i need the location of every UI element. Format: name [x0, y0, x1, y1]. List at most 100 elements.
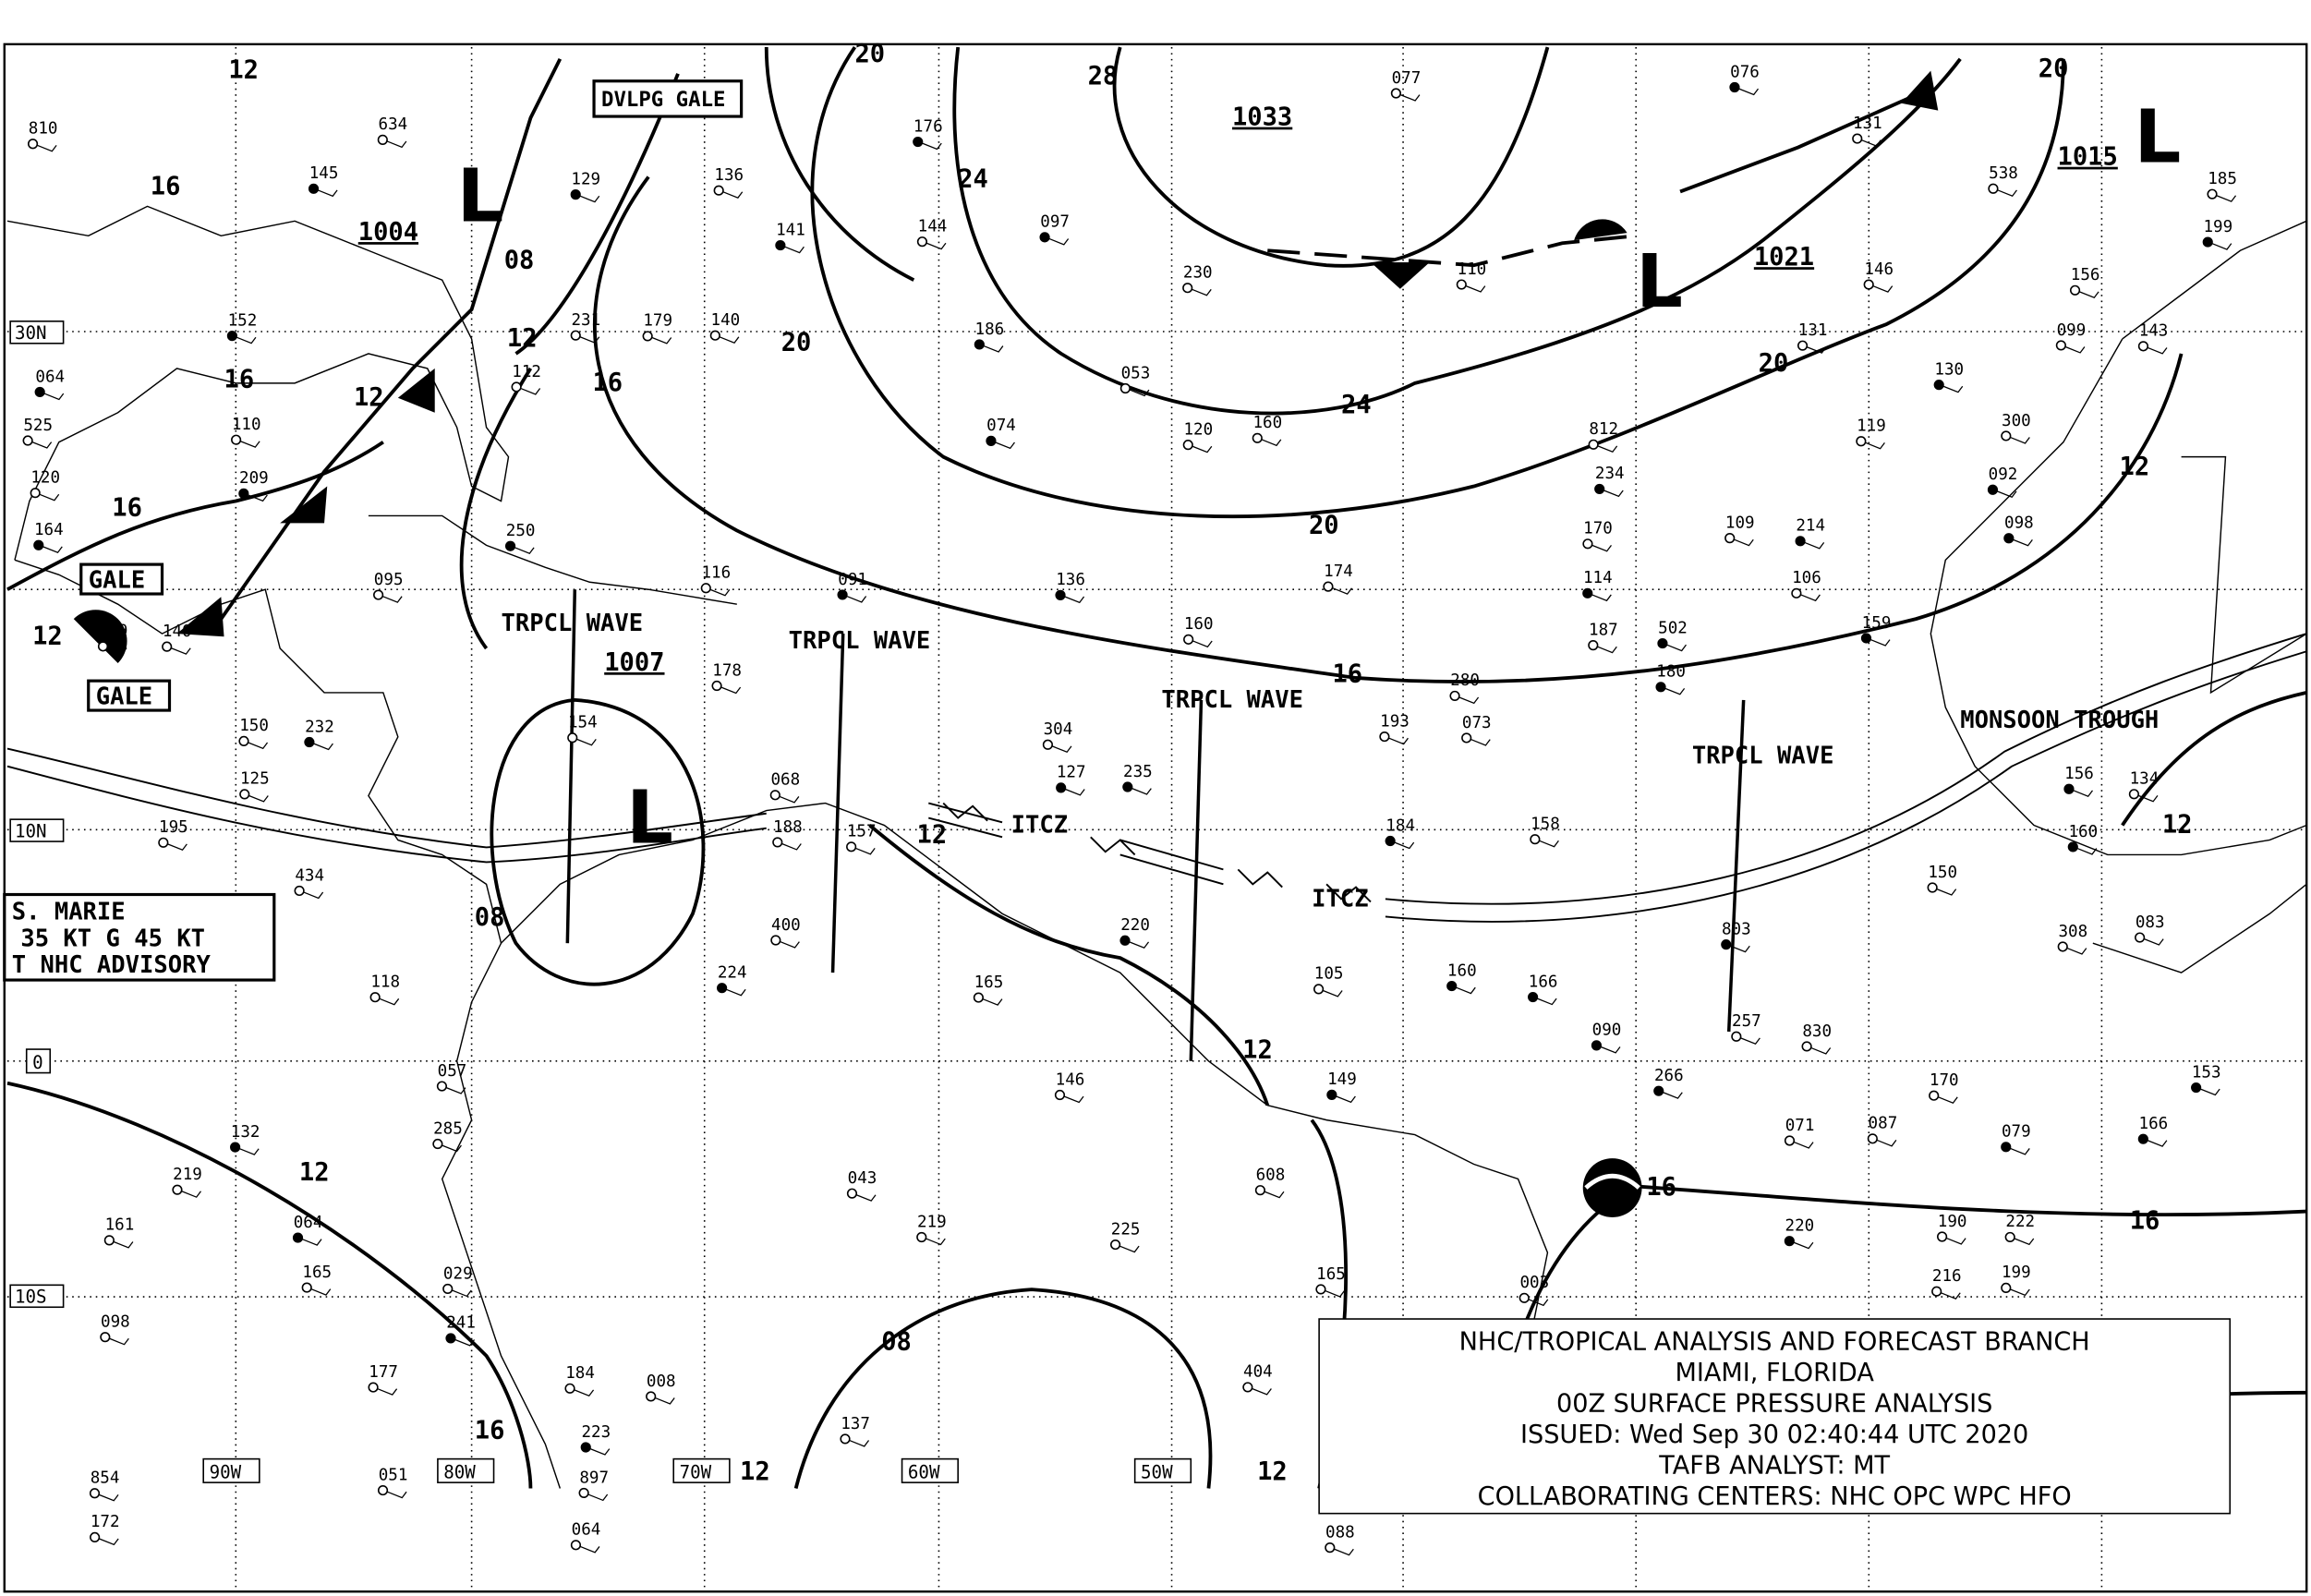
wind-barb-icon [1539, 840, 1559, 848]
isobar-label: 16 [592, 369, 623, 397]
station-plot: 156 [2063, 765, 2094, 797]
station-circle-icon [1449, 690, 1460, 701]
station-circle-icon [294, 885, 305, 897]
isobar-label: 12 [917, 821, 948, 850]
isobar-label: 20 [2039, 54, 2069, 83]
wind-barb-icon [2010, 1288, 2030, 1297]
station-circle-icon [34, 386, 45, 398]
station-pressure-value: 187 [1589, 621, 1618, 639]
station-plot: 165 [1315, 1265, 1346, 1298]
station-plot: 087 [1867, 1115, 1897, 1147]
station-plot: 051 [377, 1466, 407, 1499]
station-pressure-value: 810 [29, 120, 58, 139]
station-circle-icon [570, 330, 581, 341]
station-plot: 209 [238, 469, 269, 502]
station-pressure-value: 172 [91, 1513, 120, 1531]
lat-label-equator: 0 [32, 1052, 43, 1073]
station-plot: 129 [570, 170, 600, 203]
station-pressure-value: 118 [370, 973, 400, 992]
wind-barb-icon [445, 1087, 466, 1094]
wind-barb-icon [1997, 189, 2017, 197]
station-plot: 184 [1385, 816, 1415, 850]
station-pressure-value: 250 [506, 522, 536, 540]
station-pressure-value: 158 [1531, 816, 1560, 834]
wind-barb-icon [1051, 745, 1072, 754]
station-pressure-value: 830 [1802, 1022, 1832, 1041]
station-circle-icon [770, 935, 781, 946]
station-pressure-value: 235 [1123, 763, 1153, 781]
station-pressure-value: 634 [379, 115, 408, 134]
station-circle-icon [100, 1332, 111, 1343]
station-pressure-value: 091 [838, 571, 867, 589]
station-plot: 154 [567, 714, 598, 746]
wind-barb-icon [302, 1239, 322, 1246]
wind-barb-icon [379, 998, 400, 1006]
station-pressure-value: 170 [1583, 520, 1613, 538]
wind-barb-icon [1861, 139, 1881, 147]
station-pressure-value: 125 [240, 770, 270, 789]
station-pressure-value: 234 [1595, 465, 1625, 483]
wind-barb-icon [1807, 346, 1827, 354]
station-circle-icon [846, 841, 857, 852]
wind-barb-icon [849, 1439, 870, 1447]
wind-barb-icon [248, 494, 268, 502]
station-circle-icon [700, 583, 711, 594]
station-plot: 150 [238, 717, 269, 750]
station-circle-icon [1937, 1231, 1948, 1242]
station-plot: 057 [436, 1062, 466, 1094]
isobar-label: 12 [1257, 1457, 1288, 1486]
station-circle-icon [2135, 932, 2146, 943]
station-pressure-value: 131 [1798, 321, 1828, 340]
wind-barb-icon [784, 246, 805, 254]
station-circle-icon [2202, 236, 2213, 248]
station-circle-icon [373, 589, 384, 600]
station-circle-icon [564, 1383, 575, 1394]
station-pressure-value: 134 [2130, 770, 2160, 789]
station-circle-icon [432, 1138, 443, 1150]
wind-barb-icon [42, 546, 63, 554]
wind-barb-icon [2147, 346, 2168, 355]
isobar-label: 12 [507, 324, 538, 353]
station-plot: 043 [846, 1169, 877, 1202]
station-plot: 083 [2135, 913, 2165, 946]
itcz-label-1: ITCZ [1011, 811, 1068, 839]
wind-barb-icon [579, 1545, 600, 1554]
station-circle-icon [2128, 789, 2139, 800]
station-circle-icon [974, 339, 985, 350]
station-plot: 077 [1390, 69, 1421, 102]
wind-barb-icon [43, 393, 65, 401]
station-pressure-value: 095 [374, 571, 404, 589]
station-pressure-value: 177 [369, 1363, 398, 1382]
station-plot: 404 [1242, 1363, 1273, 1396]
station-plot: 140 [162, 623, 192, 655]
station-pressure-value: 160 [1447, 961, 1477, 980]
station-pressure-value: 131 [1853, 115, 1882, 133]
station-plot: 174 [1323, 562, 1353, 595]
station-plot: 266 [1653, 1067, 1684, 1099]
station-pressure-value: 803 [1722, 920, 1751, 938]
station-circle-icon [570, 1540, 582, 1551]
station-circle-icon [2191, 1082, 2202, 1094]
isobar-label: 08 [504, 246, 535, 274]
station-circle-icon [238, 488, 249, 499]
station-plot: 076 [1729, 63, 1760, 96]
station-plot: 300 [2001, 412, 2031, 444]
wind-barb-icon [181, 1191, 201, 1198]
wind-barb-icon [1876, 1139, 1897, 1147]
station-plot: 222 [2004, 1213, 2035, 1246]
wind-barb-icon [1591, 544, 1612, 552]
station-plot: 099 [2055, 321, 2086, 354]
station-plot: 280 [1449, 671, 1480, 705]
station-circle-icon [1655, 682, 1666, 693]
station-plot: 071 [1784, 1117, 1814, 1149]
wind-barb-icon [2073, 790, 2094, 797]
station-circle-icon [158, 837, 169, 848]
station-plot: 146 [1863, 260, 1894, 293]
station-pressure-value: 008 [647, 1372, 676, 1391]
station-pressure-value: 161 [105, 1216, 135, 1235]
station-plot: 158 [1530, 816, 1560, 848]
cold-front-triangle-marker-4 [397, 368, 435, 413]
wind-barb-icon [1192, 288, 1212, 296]
station-circle-icon [1518, 1292, 1530, 1303]
station-circle-icon [1119, 935, 1131, 946]
